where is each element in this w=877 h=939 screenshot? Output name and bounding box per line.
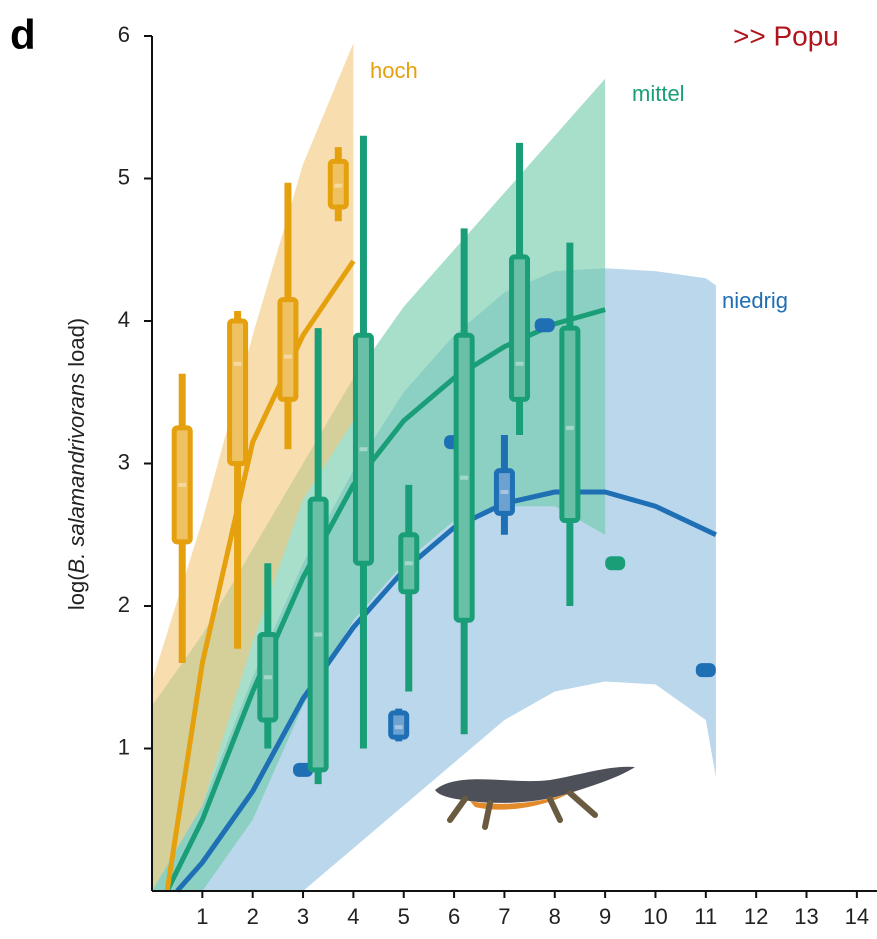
y-tick-label: 6: [118, 22, 130, 47]
series-label: mittel: [632, 81, 685, 106]
series-label: niedrig: [722, 288, 788, 313]
y-label-part: B. salamandrivorans: [64, 373, 89, 574]
y-tick-label: 2: [118, 592, 130, 617]
point: [605, 556, 625, 570]
annotation: >> Popu: [733, 20, 839, 51]
panel-label: d: [10, 11, 36, 58]
box: [562, 328, 578, 520]
x-tick-label: 13: [794, 904, 818, 929]
box: [280, 300, 296, 400]
x-tick-label: 11: [694, 904, 717, 929]
y-tick-label: 5: [118, 164, 130, 189]
x-tick-label: 10: [643, 904, 667, 929]
y-label-part: load): [64, 318, 89, 373]
x-tick-label: 12: [744, 904, 768, 929]
x-tick-label: 2: [247, 904, 259, 929]
y-axis-label: log(B. salamandrivorans load): [64, 318, 89, 610]
point: [696, 663, 716, 677]
x-tick-label: 9: [599, 904, 611, 929]
x-tick-label: 1: [196, 904, 208, 929]
y-label-part: log(: [64, 573, 89, 610]
y-tick-label: 1: [118, 734, 130, 759]
chart: d >> Popu log(B. salamandrivorans load) …: [0, 0, 877, 939]
x-tick-label: 3: [297, 904, 309, 929]
point: [535, 318, 555, 332]
series-label: hoch: [370, 58, 418, 83]
x-tick-label: 7: [498, 904, 510, 929]
box: [391, 713, 407, 737]
x-tick-label: 6: [448, 904, 460, 929]
y-tick-label: 3: [118, 449, 130, 474]
x-tick-label: 4: [347, 904, 359, 929]
newt-illustration: [435, 767, 635, 827]
x-tick-label: 8: [549, 904, 561, 929]
x-tick-label: 14: [845, 904, 869, 929]
box: [230, 321, 246, 464]
box: [512, 257, 528, 400]
x-tick-label: 5: [398, 904, 410, 929]
y-tick-label: 4: [118, 307, 130, 332]
